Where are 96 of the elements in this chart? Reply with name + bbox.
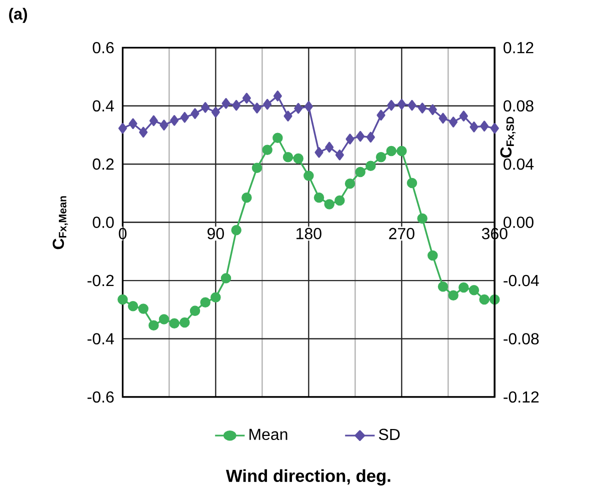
point xyxy=(169,318,180,328)
point xyxy=(417,213,428,224)
point xyxy=(180,317,190,328)
point xyxy=(470,122,478,132)
point xyxy=(139,126,148,138)
point xyxy=(396,146,407,156)
point xyxy=(314,147,324,158)
point xyxy=(252,102,262,114)
x-tick-label: 270 xyxy=(389,228,414,240)
point xyxy=(448,290,458,301)
point xyxy=(376,152,386,162)
x-tick-label: 180 xyxy=(296,228,322,240)
y-tick-label: 0.2 xyxy=(92,158,114,170)
y2-tick-label: 0.12 xyxy=(504,42,534,54)
y-tick-label: -0.4 xyxy=(88,333,114,344)
point xyxy=(232,100,241,111)
point xyxy=(293,153,304,164)
point xyxy=(386,146,396,156)
y2-tick-label: 0.08 xyxy=(504,100,534,112)
point xyxy=(158,314,170,324)
y2-tick-label: 0.00 xyxy=(504,216,534,228)
point xyxy=(200,297,210,308)
point xyxy=(346,134,354,144)
y2-tick-label: -0.04 xyxy=(504,274,539,286)
point xyxy=(190,108,200,119)
point xyxy=(262,144,272,155)
point xyxy=(190,306,200,316)
point xyxy=(366,132,375,143)
point xyxy=(231,225,242,236)
point xyxy=(263,98,272,110)
point xyxy=(366,160,376,171)
point xyxy=(160,120,168,130)
point xyxy=(118,294,128,305)
point xyxy=(335,150,344,160)
y-tick-label: -0.2 xyxy=(88,274,114,286)
point xyxy=(211,106,220,118)
point xyxy=(149,115,158,126)
point xyxy=(222,98,230,109)
point xyxy=(459,110,468,122)
point xyxy=(468,285,480,296)
text: (a) xyxy=(9,8,28,23)
x-axis-title: Wind direction, deg. xyxy=(226,469,390,486)
x-tick-label: 90 xyxy=(208,228,224,240)
point xyxy=(458,282,469,293)
point xyxy=(272,132,283,144)
point xyxy=(387,100,396,111)
point xyxy=(242,92,251,104)
y-tick-label: 0.6 xyxy=(92,42,114,54)
point xyxy=(480,120,489,132)
point xyxy=(428,250,438,261)
y-axis-title: C$_{Fx,Mean}$ xyxy=(52,196,68,250)
point xyxy=(170,115,179,126)
point xyxy=(344,178,356,189)
point xyxy=(324,199,334,210)
y2-tick-label: -0.08 xyxy=(504,333,539,344)
point xyxy=(273,90,282,102)
point xyxy=(479,294,490,305)
point xyxy=(128,301,138,312)
point xyxy=(128,118,138,130)
point xyxy=(284,110,292,122)
y-tick-label: -0.6 xyxy=(88,391,114,403)
y2-axis-title: C$_{Fx,SD}$ xyxy=(500,116,516,158)
legend-label: SD xyxy=(378,428,400,440)
point xyxy=(334,195,345,206)
y2-tick-label: -0.12 xyxy=(504,391,539,403)
point xyxy=(294,102,303,114)
legend-label: Mean xyxy=(250,428,288,440)
point xyxy=(220,273,232,284)
point xyxy=(304,101,313,112)
point xyxy=(449,116,458,128)
y-tick-label: 0.4 xyxy=(92,100,114,112)
point xyxy=(397,98,406,110)
point xyxy=(118,122,127,134)
point xyxy=(201,102,210,113)
point xyxy=(406,178,418,188)
point xyxy=(408,100,416,111)
point xyxy=(428,104,437,116)
point xyxy=(355,166,366,178)
point xyxy=(304,170,314,181)
point xyxy=(376,110,386,121)
point xyxy=(356,130,365,142)
point xyxy=(490,122,499,134)
y-tick-label: 0.0 xyxy=(92,216,114,228)
y2-tick-label: 0.04 xyxy=(504,158,534,170)
point xyxy=(438,112,448,124)
point xyxy=(180,112,189,123)
point xyxy=(252,162,262,174)
point xyxy=(138,304,148,314)
point xyxy=(242,192,252,203)
point xyxy=(438,282,448,292)
point xyxy=(148,320,159,331)
point xyxy=(314,192,324,203)
point xyxy=(418,102,427,114)
point xyxy=(325,142,334,153)
point xyxy=(282,152,294,162)
point xyxy=(210,292,221,303)
